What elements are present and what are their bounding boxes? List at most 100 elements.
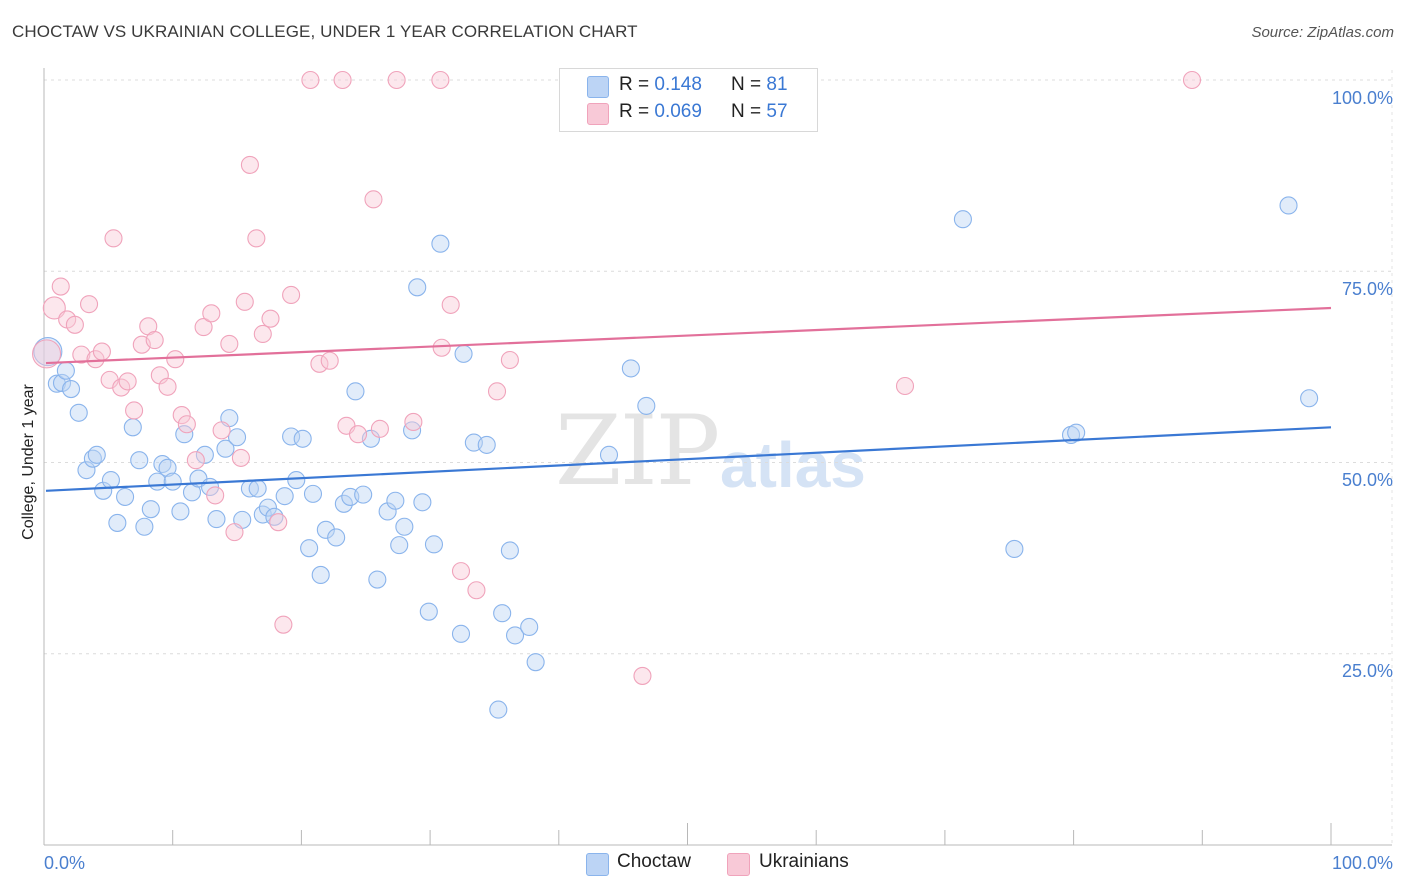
point-ukrainians — [261, 309, 280, 328]
point-choctaw — [87, 445, 106, 464]
point-ukrainians — [79, 295, 99, 314]
legend-n-value: 81 — [766, 74, 788, 95]
point-ukrainians — [158, 377, 177, 396]
point-ukrainians — [92, 342, 111, 361]
point-ukrainians — [212, 421, 231, 440]
point-ukrainians — [441, 295, 460, 314]
point-ukrainians — [451, 562, 471, 581]
bottom-legend-label-choctaw: Choctaw — [617, 851, 691, 872]
point-ukrainians — [86, 350, 105, 369]
point-ukrainians — [72, 345, 91, 364]
point-choctaw — [346, 382, 365, 401]
bottom-legend-swatch-choctaw — [586, 853, 609, 876]
point-ukrainians — [166, 350, 185, 369]
y-axis-label: College, Under 1 year — [20, 384, 37, 540]
trend-lines — [45, 306, 1332, 492]
point-ukrainians — [177, 415, 196, 434]
point-choctaw — [101, 471, 120, 490]
point-ukrainians — [282, 285, 301, 305]
point-choctaw — [368, 570, 387, 589]
point-choctaw — [1005, 539, 1024, 558]
legend-r-value: 0.069 — [654, 101, 702, 122]
point-choctaw — [56, 361, 75, 380]
y-tick-label: 25.0% — [1342, 661, 1393, 681]
point-choctaw — [216, 439, 235, 458]
point-choctaw — [1279, 196, 1298, 215]
legend-r-value: 0.148 — [654, 74, 702, 95]
point-ukrainians — [431, 70, 450, 90]
point-ukrainians — [333, 70, 352, 90]
point-ukrainians — [310, 354, 329, 373]
point-choctaw — [123, 418, 142, 437]
point-choctaw — [454, 344, 473, 363]
point-ukrainians — [186, 451, 205, 470]
point-ukrainians — [274, 615, 293, 634]
point-choctaw — [287, 471, 306, 490]
x-tick-label: 0.0% — [44, 853, 85, 873]
legend-swatch-ukrainians — [587, 103, 609, 125]
point-ukrainians — [202, 304, 221, 323]
point-ukrainians — [247, 229, 266, 248]
legend-r-label: R = — [619, 74, 650, 95]
point-choctaw — [47, 374, 66, 393]
legend-n-label: N = — [731, 74, 762, 95]
axes — [43, 68, 1392, 846]
point-ukrainians — [432, 338, 451, 357]
legend-n-value: 57 — [766, 101, 788, 122]
point-choctaw — [327, 528, 346, 547]
point-choctaw — [207, 510, 226, 529]
point-choctaw — [493, 604, 512, 623]
legend-r-label: R = — [619, 101, 650, 122]
point-choctaw — [451, 624, 471, 643]
point-ukrainians — [348, 425, 368, 444]
point-choctaw — [300, 539, 319, 558]
point-ukrainians — [65, 315, 84, 334]
point-choctaw — [163, 472, 182, 491]
point-ukrainians — [500, 350, 519, 370]
point-choctaw — [386, 491, 405, 510]
point-choctaw — [228, 428, 247, 447]
point-choctaw — [408, 278, 427, 297]
point-choctaw — [500, 541, 519, 560]
point-choctaw — [413, 493, 432, 512]
x-tick-label: 100.0% — [1332, 853, 1393, 873]
point-choctaw — [599, 445, 619, 464]
point-ukrainians — [51, 277, 70, 296]
point-choctaw — [282, 427, 301, 446]
point-choctaw — [61, 380, 81, 399]
point-choctaw — [116, 487, 135, 506]
point-ukrainians — [487, 382, 507, 401]
source-credit: Source: ZipAtlas.com — [1251, 24, 1394, 41]
point-ukrainians — [172, 406, 191, 425]
point-choctaw — [77, 461, 96, 480]
trend-line-choctaw — [45, 426, 1332, 492]
point-choctaw — [158, 458, 177, 477]
point-ukrainians — [118, 372, 137, 391]
point-ukrainians — [1182, 70, 1202, 90]
point-ukrainians — [125, 401, 144, 420]
point-choctaw — [526, 653, 545, 672]
point-ukrainians — [225, 523, 244, 542]
point-choctaw — [293, 429, 312, 448]
point-ukrainians — [253, 324, 272, 344]
point-choctaw — [258, 498, 277, 517]
point-choctaw — [195, 445, 214, 464]
point-ukrainians — [145, 331, 164, 350]
point-choctaw — [141, 500, 160, 519]
point-ukrainians — [301, 70, 320, 90]
point-choctaw — [334, 494, 353, 513]
watermark-zip: ZIP — [555, 395, 720, 507]
point-choctaw — [1067, 423, 1086, 442]
point-choctaw — [69, 403, 88, 422]
point-ukrainians — [104, 229, 123, 248]
point-ukrainians — [895, 376, 915, 396]
point-ukrainians — [320, 351, 339, 370]
bottom-legend: Choctaw Ukrainians — [0, 851, 1406, 877]
point-ukrainians — [194, 318, 213, 337]
point-ukrainians — [387, 70, 406, 90]
y-tick-label: 75.0% — [1342, 279, 1393, 299]
point-choctaw — [390, 536, 409, 555]
point-ukrainians — [235, 292, 254, 311]
point-choctaw — [520, 617, 539, 637]
